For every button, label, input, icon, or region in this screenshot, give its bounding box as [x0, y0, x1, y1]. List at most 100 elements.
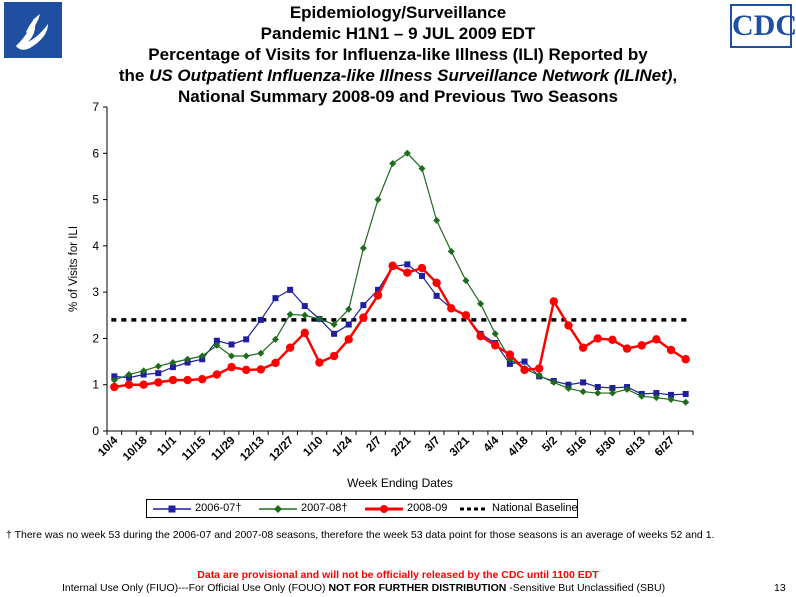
data-point-2008-09	[534, 364, 544, 373]
x-tick-label: 4/18	[506, 434, 531, 459]
data-point-2007-08	[154, 362, 162, 370]
data-point-2006-07	[228, 341, 235, 348]
data-point-2007-08	[242, 352, 250, 360]
x-tick-label: 12/27	[267, 435, 296, 464]
data-point-2007-08	[594, 389, 602, 397]
y-tick-label: 3	[92, 285, 99, 299]
data-point-2008-09	[329, 351, 339, 361]
data-point-2008-09	[241, 365, 251, 375]
footer-part-2: NOT FOR FURTHER DISTRIBUTION	[328, 582, 507, 594]
x-tick-label: 11/15	[180, 434, 209, 463]
data-point-2008-09	[373, 291, 383, 300]
data-point-2007-08	[462, 277, 470, 285]
provisional-notice: Data are provisional and will not be off…	[197, 569, 599, 581]
data-point-2006-07	[594, 384, 601, 391]
data-point-2007-08	[257, 349, 265, 357]
x-tick-label: 10/18	[121, 434, 150, 463]
y-tick-label: 4	[92, 239, 99, 253]
y-tick-label: 6	[92, 146, 99, 160]
data-point-2008-09	[315, 358, 324, 367]
data-point-2007-08	[125, 371, 133, 379]
data-point-2006-07	[257, 316, 264, 323]
x-tick-label: 1/10	[301, 435, 325, 459]
y-tick-label: 7	[92, 100, 99, 114]
distribution-footer: Internal Use Only (FIUO)---For Official …	[62, 582, 665, 594]
data-point-2007-08	[447, 247, 455, 255]
legend-label-2006-07: 2006-07†	[195, 502, 242, 514]
data-point-2008-09	[124, 380, 134, 389]
title-line-4: the US Outpatient Influenza-like Illness…	[60, 65, 736, 86]
title-line-4-prefix: the	[118, 66, 150, 85]
data-point-2008-09	[271, 358, 280, 368]
data-point-2006-07	[213, 337, 220, 344]
data-point-2006-07	[155, 370, 162, 377]
x-tick-label: 11/29	[209, 435, 237, 463]
data-point-2007-08	[184, 355, 192, 363]
series-line-200708	[114, 152, 686, 403]
cdc-logo: CDC	[730, 4, 796, 48]
data-point-2006-07	[565, 381, 572, 388]
data-point-2006-07	[404, 261, 411, 268]
data-point-2007-08	[667, 396, 675, 404]
data-point-2008-09	[608, 335, 617, 345]
data-point-2008-09	[198, 374, 207, 384]
page-number: 13	[774, 582, 786, 594]
title-line-4-suffix: ,	[672, 66, 678, 85]
data-point-2008-09	[183, 375, 192, 385]
data-point-2008-09	[168, 375, 178, 385]
data-point-2006-07	[653, 390, 660, 397]
series-line-200607	[114, 263, 686, 396]
data-point-2008-09	[578, 343, 588, 352]
data-point-2008-09	[110, 382, 119, 392]
data-point-2007-08	[198, 352, 206, 360]
data-point-2007-08	[330, 321, 338, 329]
data-point-2006-07	[375, 286, 382, 293]
data-point-2008-09	[622, 344, 632, 353]
data-point-2007-08	[110, 376, 118, 384]
data-point-2008-09	[403, 268, 412, 277]
data-point-2008-09	[227, 362, 236, 372]
data-point-2008-09	[417, 263, 427, 273]
data-point-2007-08	[491, 330, 499, 338]
data-point-2008-09	[637, 341, 646, 350]
data-point-2007-08	[550, 378, 558, 386]
x-tick-label: 3/7	[423, 435, 443, 455]
data-point-2006-07	[169, 364, 176, 371]
data-point-2007-08	[315, 315, 323, 323]
data-point-2007-08	[140, 367, 148, 375]
data-point-2008-09	[593, 334, 602, 343]
data-point-2006-07	[682, 390, 689, 397]
data-point-2006-07	[668, 391, 675, 398]
y-tick-label: 5	[92, 193, 99, 207]
data-point-2007-08	[389, 159, 397, 167]
data-point-2008-09	[476, 331, 485, 341]
data-point-2006-07	[433, 292, 440, 299]
x-tick-label: 1/24	[331, 434, 356, 459]
x-tick-label: 5/30	[594, 435, 618, 459]
data-point-2006-07	[301, 303, 308, 310]
data-point-2008-09	[447, 304, 456, 313]
data-point-2007-08	[652, 394, 660, 402]
legend-circle-marker-icon	[365, 505, 403, 513]
x-tick-label: 5/16	[565, 435, 589, 459]
data-point-2006-07	[243, 336, 250, 343]
x-tick-label: 12/13	[238, 435, 267, 464]
data-point-2008-09	[505, 350, 515, 359]
data-point-2007-08	[608, 389, 616, 397]
data-point-2008-09	[549, 297, 559, 306]
data-point-2007-08	[579, 388, 587, 396]
data-point-2007-08	[301, 311, 309, 319]
data-point-2008-09	[359, 313, 368, 322]
data-point-2008-09	[432, 278, 441, 288]
data-point-2007-08	[535, 371, 543, 379]
x-tick-label: 3/21	[448, 434, 473, 459]
data-point-2007-08	[564, 384, 572, 392]
legend-label-2007-08: 2007-08†	[301, 502, 348, 514]
x-axis-title: Week Ending Dates	[347, 476, 453, 490]
data-point-2008-09	[681, 355, 690, 364]
data-point-2008-09	[139, 380, 148, 389]
data-point-2006-07	[521, 358, 528, 365]
data-point-2007-08	[374, 196, 382, 204]
data-point-2006-07	[140, 371, 147, 378]
data-point-2007-08	[638, 392, 646, 400]
